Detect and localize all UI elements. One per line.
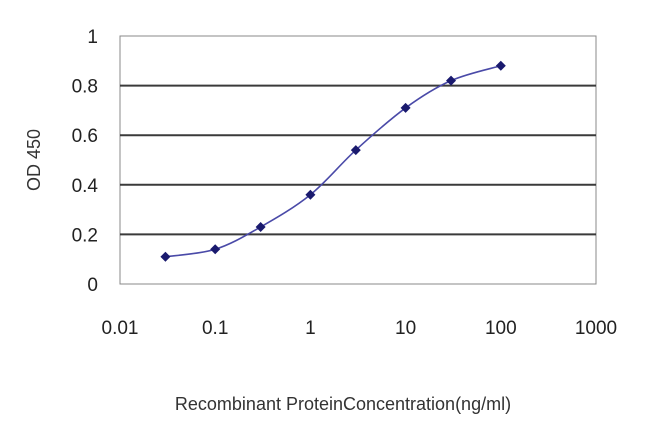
y-tick-label: 1 xyxy=(87,27,98,48)
data-point xyxy=(446,75,457,86)
y-tick-label: 0.4 xyxy=(72,176,99,197)
x-tick-label: 1 xyxy=(305,318,316,339)
data-series xyxy=(160,60,506,262)
series-line xyxy=(165,64,502,258)
x-tick-label: 10 xyxy=(395,318,416,339)
data-point xyxy=(305,189,316,200)
y-tick-label: 0.6 xyxy=(72,126,98,147)
data-point xyxy=(255,221,266,232)
data-point xyxy=(350,145,361,156)
y-tick-label: 0 xyxy=(87,275,98,296)
data-point xyxy=(210,244,221,255)
x-tick-label: 1000 xyxy=(575,318,617,339)
x-tick-label: 0.01 xyxy=(102,318,139,339)
x-tick-label: 100 xyxy=(485,318,517,339)
x-axis-tick-labels: 0.01 0.1 1 10 100 1000 xyxy=(102,318,618,339)
data-point xyxy=(400,102,411,113)
y-tick-label: 0.2 xyxy=(72,225,98,246)
plot-area xyxy=(119,35,597,285)
x-tick-label: 0.1 xyxy=(202,318,228,339)
y-tick-label: 0.8 xyxy=(72,77,98,98)
y-axis-tick-labels: 0 0.2 0.4 0.6 0.8 1 xyxy=(72,27,99,296)
x-axis-title: Recombinant ProteinConcentration(ng/ml) xyxy=(175,394,511,414)
y-axis-title: OD 450 xyxy=(24,129,44,191)
gridlines xyxy=(120,84,596,236)
data-point xyxy=(495,60,506,71)
data-point xyxy=(160,251,171,262)
